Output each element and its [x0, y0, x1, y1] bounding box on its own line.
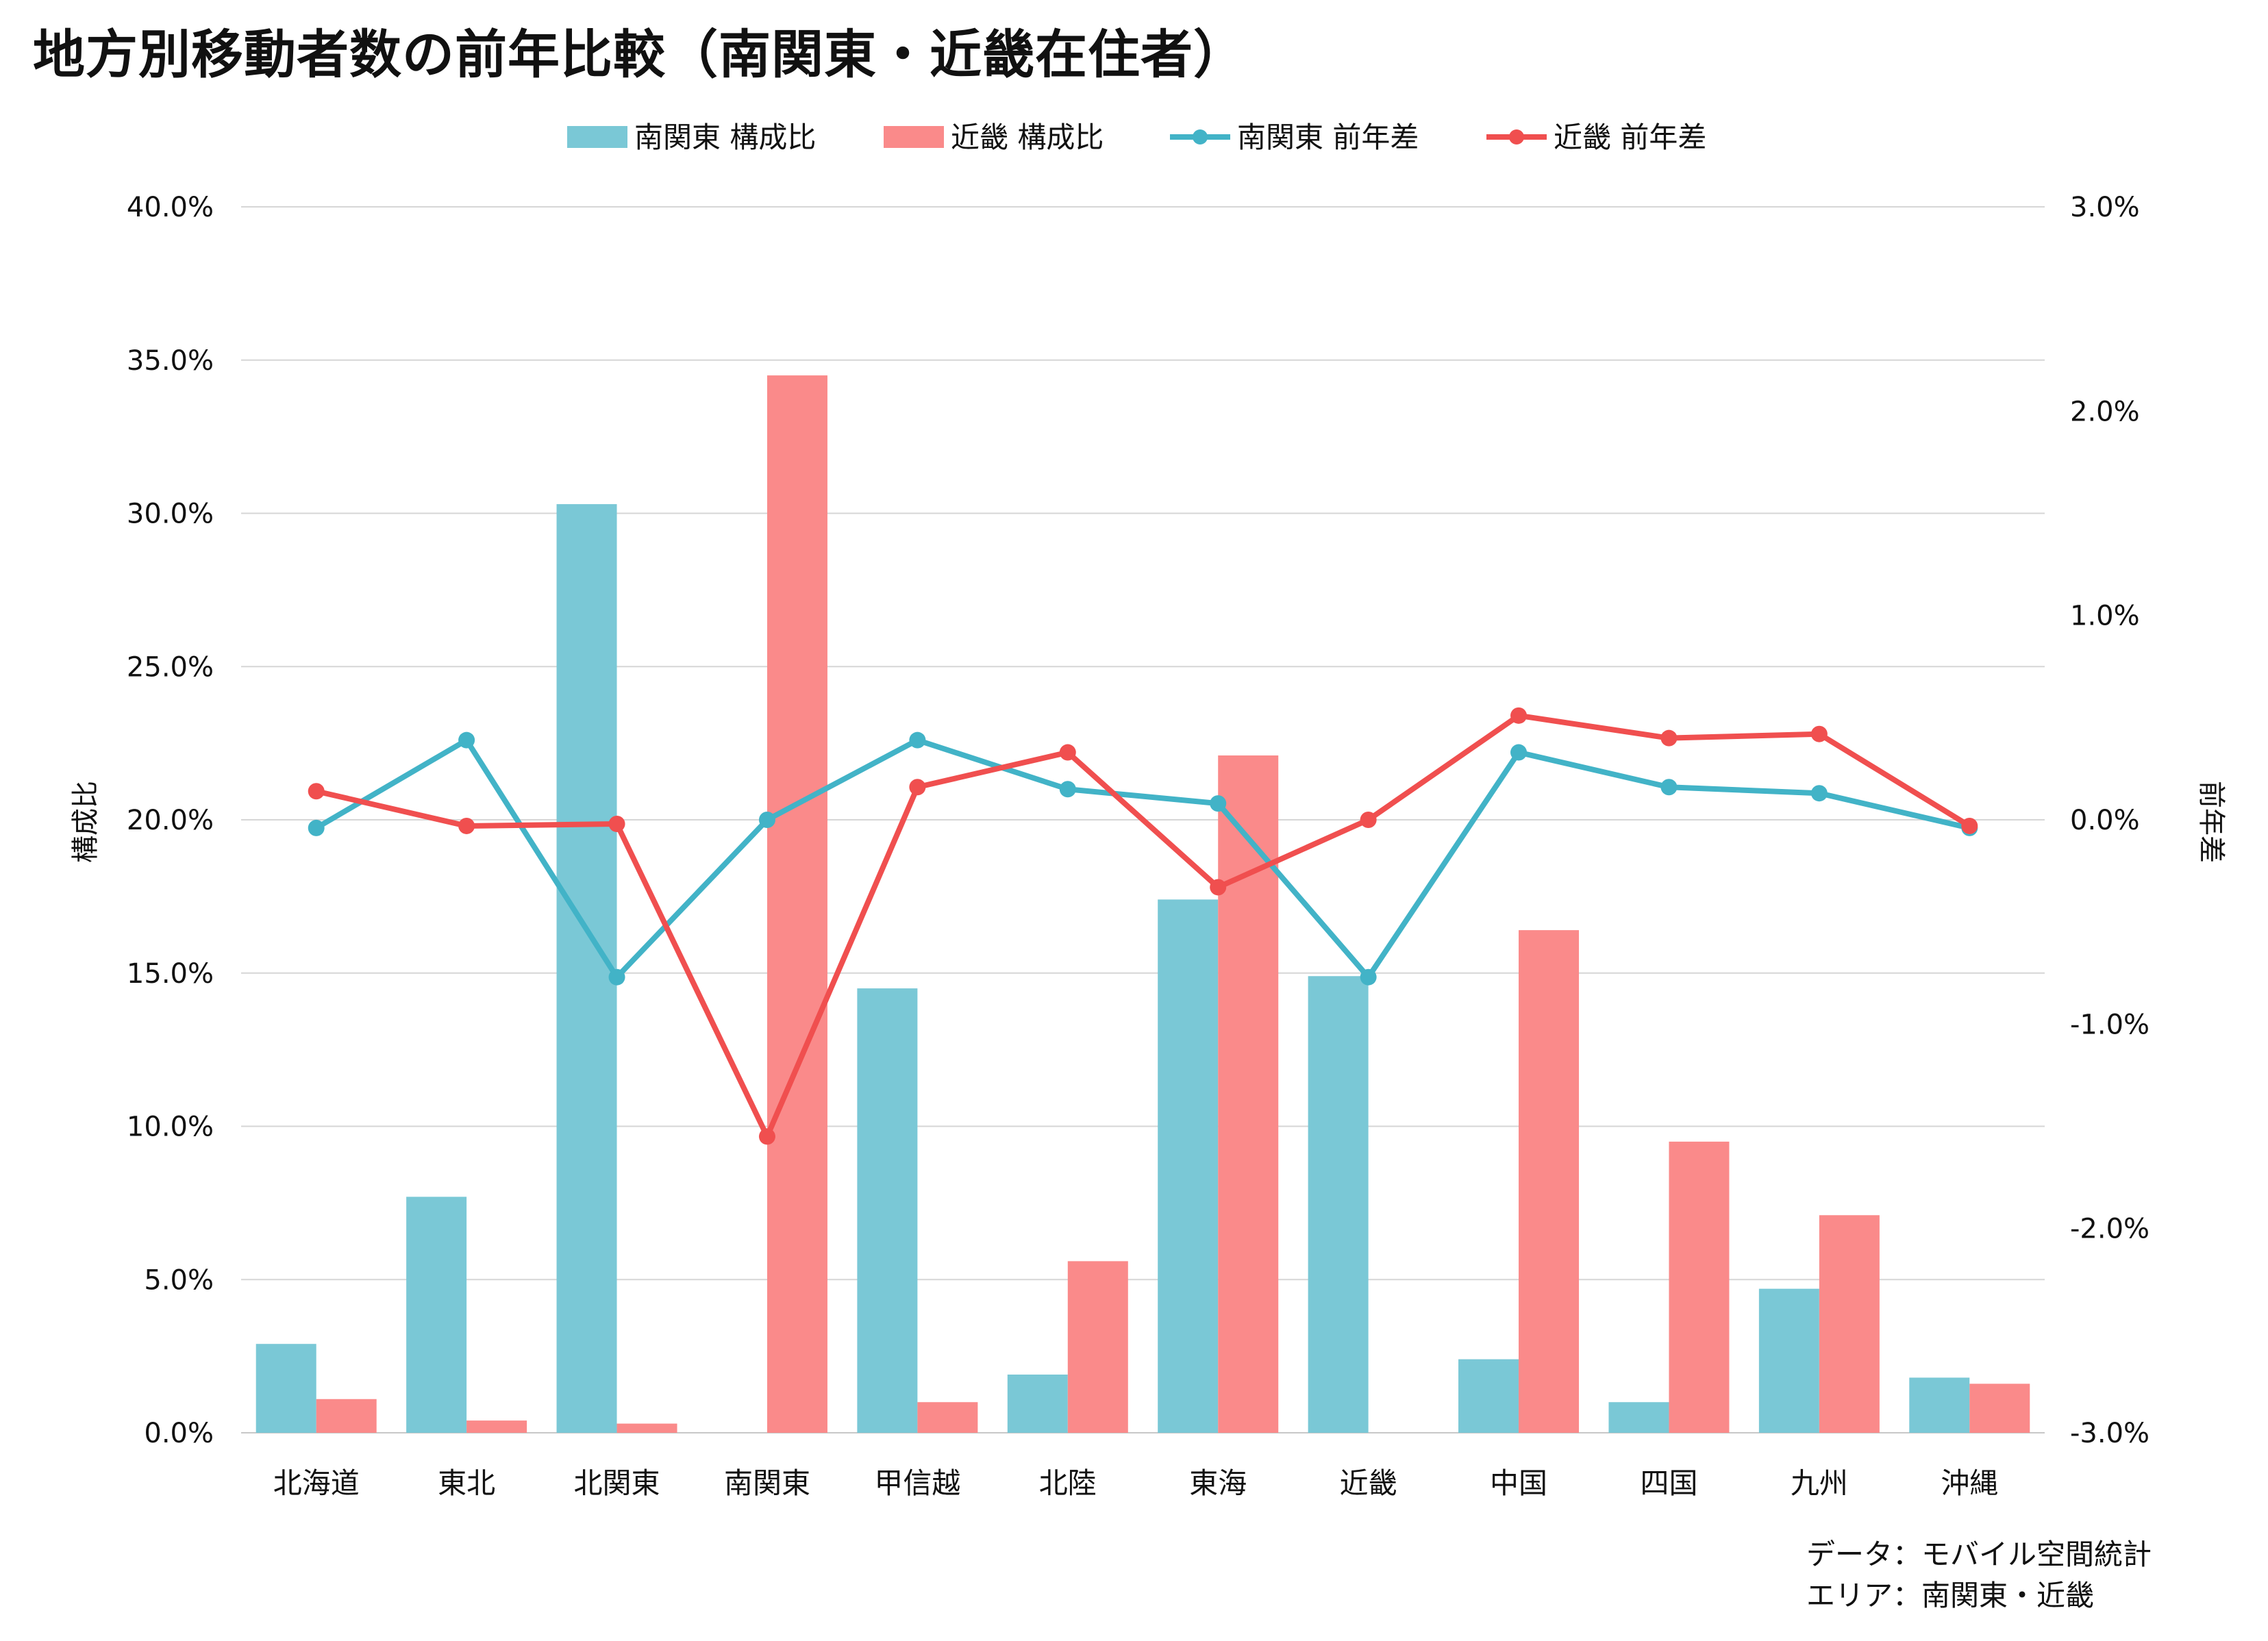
bar	[1669, 1141, 1730, 1433]
line-point	[308, 783, 325, 800]
legend-label: 近畿 前年差	[1554, 121, 1706, 154]
source-line-area: エリア：南関東・近畿	[1806, 1579, 2094, 1612]
left-tick-label: 10.0%	[127, 1112, 214, 1143]
category-label: 九州	[1791, 1466, 1848, 1500]
line-point	[909, 731, 926, 749]
line-point	[1510, 744, 1528, 761]
line-point	[758, 812, 775, 828]
right-tick-label: -3.0%	[2070, 1418, 2149, 1449]
legend: 南関東 構成比 近畿 構成比 南関東 前年差 近畿 前年差	[567, 121, 1706, 154]
category-label: 東海	[1189, 1466, 1247, 1500]
left-tick-label: 5.0%	[144, 1264, 214, 1296]
line-point	[608, 968, 625, 986]
bar	[1218, 755, 1279, 1433]
series-line	[313, 712, 1973, 1140]
bar	[466, 1420, 527, 1433]
legend-label: 南関東 前年差	[1237, 121, 1419, 154]
left-tick-label: 25.0%	[127, 651, 214, 683]
bar	[1519, 930, 1580, 1433]
line-point	[308, 819, 325, 836]
category-label: 北海道	[273, 1466, 360, 1500]
line-point	[608, 815, 625, 832]
line-point	[1059, 744, 1076, 761]
category-labels: 北海道 東北 北関東 南関東 甲信越 北陸 東海 近畿 中国 四国 九州 沖縄	[273, 1466, 1999, 1500]
category-label: 北関東	[574, 1466, 660, 1500]
series-line	[313, 737, 1973, 980]
bar	[556, 504, 617, 1433]
category-label: 中国	[1490, 1466, 1547, 1500]
left-tick-label: 40.0%	[127, 192, 214, 223]
line-point	[1510, 707, 1528, 724]
bar	[1758, 1288, 1819, 1433]
line-point	[1210, 879, 1227, 896]
right-tick-label: 3.0%	[2070, 192, 2140, 223]
bar	[256, 1344, 316, 1433]
category-label: 南関東	[724, 1466, 810, 1500]
legend-label: 近畿 構成比	[951, 121, 1104, 154]
bar	[616, 1423, 677, 1433]
right-axis-title: 前年差	[2195, 781, 2227, 863]
line-point	[1360, 968, 1377, 986]
source-line-data: データ：モバイル空間統計	[1806, 1538, 2152, 1571]
category-label: 近畿	[1340, 1466, 1397, 1500]
category-label: 東北	[438, 1466, 495, 1500]
bar	[1608, 1402, 1669, 1433]
legend-label: 南関東 構成比	[634, 121, 816, 154]
line-point	[758, 1128, 775, 1145]
legend-swatch	[884, 126, 944, 148]
left-tick-label: 0.0%	[144, 1418, 214, 1449]
bar	[1458, 1359, 1519, 1433]
bar-series	[256, 375, 2030, 1433]
left-tick-label: 35.0%	[127, 345, 214, 377]
page-title: 地方別移動者数の前年比較（南関東・近畿在住者）	[33, 24, 1246, 85]
bar	[1158, 899, 1219, 1433]
line-point	[1660, 729, 1678, 747]
right-tick-label: 0.0%	[2070, 805, 2140, 836]
left-axis-title: 構成比	[70, 781, 101, 863]
bar	[917, 1402, 978, 1433]
line-point	[458, 731, 475, 749]
line-point	[458, 817, 475, 834]
line-point	[1059, 781, 1076, 798]
right-axis-ticks: -3.0% -2.0% -1.0% 0.0% 1.0% 2.0% 3.0%	[2070, 192, 2149, 1449]
line-series	[308, 707, 1978, 1145]
left-axis-ticks: 0.0% 5.0% 10.0% 15.0% 20.0% 25.0% 30.0% 35.0% 40…	[127, 192, 214, 1449]
category-label: 北陸	[1039, 1466, 1097, 1500]
line-point	[1360, 812, 1377, 828]
right-tick-label: 2.0%	[2070, 396, 2140, 427]
category-label: 甲信越	[874, 1466, 960, 1500]
right-tick-label: 1.0%	[2070, 601, 2140, 632]
bar	[1007, 1374, 1068, 1433]
bar	[316, 1399, 377, 1433]
gridlines	[241, 206, 2045, 1433]
bar	[1819, 1215, 1880, 1433]
bar	[1909, 1377, 1970, 1433]
right-tick-label: -2.0%	[2070, 1214, 2149, 1245]
line-point	[1961, 817, 1978, 834]
right-tick-label: -1.0%	[2070, 1009, 2149, 1040]
line-point	[1810, 785, 1828, 802]
line-point	[1810, 725, 1828, 742]
bar	[1067, 1261, 1128, 1433]
left-tick-label: 15.0%	[127, 958, 214, 990]
line-point	[909, 779, 926, 796]
bar	[1308, 976, 1369, 1433]
category-label: 四国	[1640, 1466, 1697, 1500]
bar	[857, 988, 918, 1433]
line-point	[1210, 795, 1227, 812]
line-point	[1660, 779, 1678, 796]
source-note: データ：モバイル空間統計 エリア：南関東・近畿	[1806, 1534, 2152, 1616]
bar	[406, 1197, 467, 1433]
bar	[1969, 1383, 2030, 1433]
left-tick-label: 20.0%	[127, 805, 214, 836]
legend-marker	[1509, 129, 1524, 145]
category-label: 沖縄	[1941, 1466, 1998, 1500]
bar	[767, 375, 827, 1433]
legend-marker	[1193, 129, 1208, 145]
left-tick-label: 30.0%	[127, 499, 214, 530]
legend-swatch	[567, 126, 627, 148]
